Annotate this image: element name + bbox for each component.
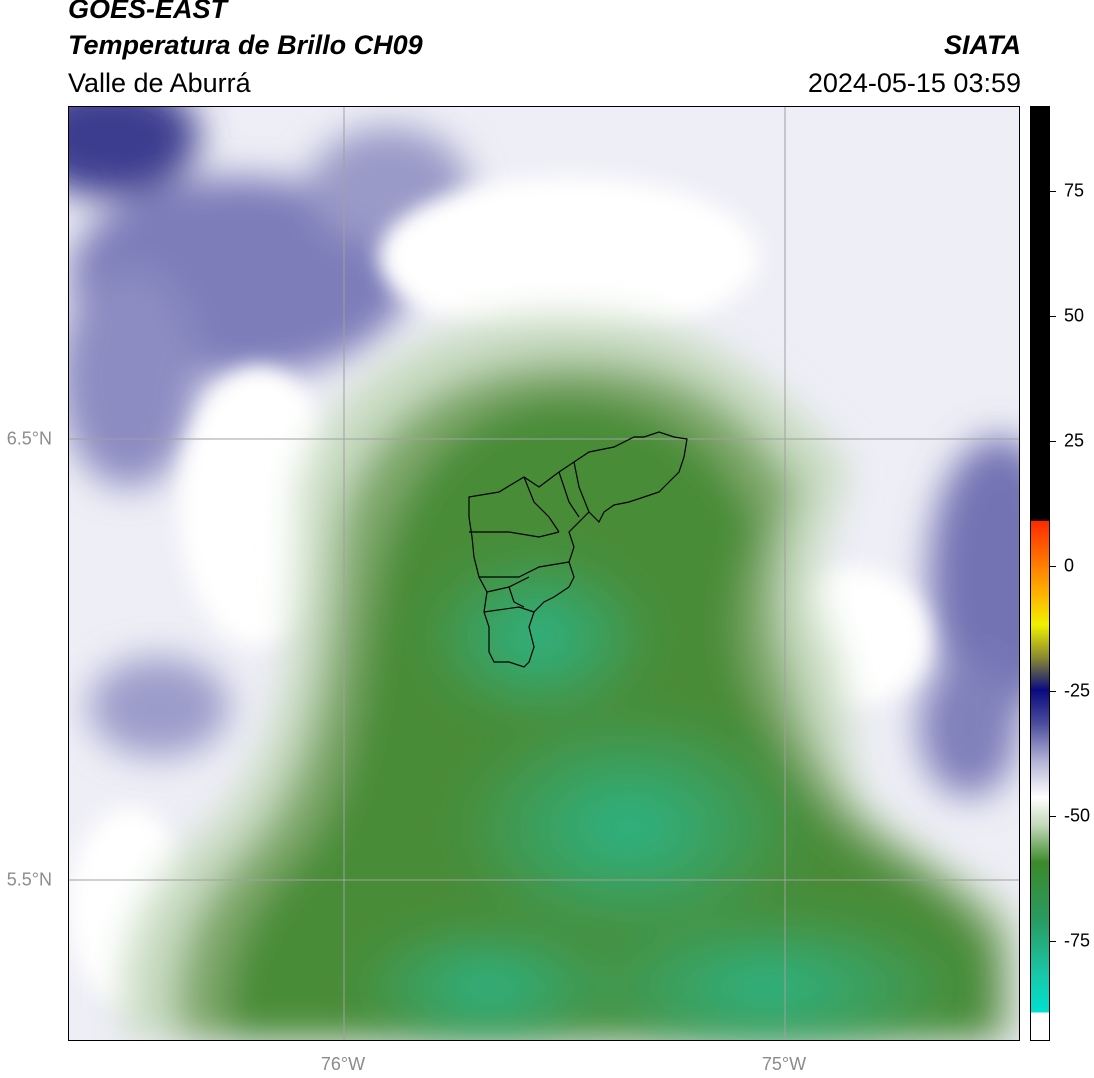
cold-cloud-purple-tops [69, 107, 1019, 797]
colorbar-svg [1031, 107, 1049, 1040]
colorbar-tick-label: -50 [1064, 805, 1091, 826]
colorbar-tick-label: 50 [1064, 305, 1085, 326]
colorbar-tick-label: 25 [1064, 430, 1085, 451]
colorbar-tick-mark [1050, 941, 1056, 942]
title-region: Valle de Aburrá [68, 68, 251, 98]
colorbar-tick-mark [1050, 441, 1056, 442]
map-svg [69, 107, 1019, 1040]
colorbar-tick-mark [1050, 191, 1056, 192]
colorbar-tick-mark [1050, 691, 1056, 692]
lat-tick-6-5n: 6.5°N [6, 428, 52, 449]
colorbar-gradient [1031, 107, 1049, 1040]
colorbar-tick-label: 75 [1064, 180, 1085, 201]
municipal-boundaries [468, 431, 688, 668]
colorbar-tick-mark [1050, 566, 1056, 567]
colorbar-tick-label: -75 [1064, 930, 1091, 951]
colorbar-tick-label: -25 [1064, 680, 1091, 701]
colorbar-tick-label: 0 [1064, 555, 1075, 576]
title-agency: SIATA [944, 30, 1021, 60]
title-product: Temperatura de Brillo CH09 [68, 30, 423, 60]
graticule [69, 107, 1019, 1040]
colorbar-tick-mark [1050, 316, 1056, 317]
colorbar-tick-mark [1050, 816, 1056, 817]
warmest-teal-patches [349, 547, 969, 1040]
title-timestamp: 2024-05-15 03:59 [807, 68, 1021, 98]
brightness-temperature-map [68, 106, 1020, 1041]
colorbar [1030, 106, 1050, 1041]
title-satellite: GOES-EAST [68, 0, 228, 24]
lon-tick-76w: 76°W [320, 1054, 366, 1074]
lon-tick-75w: 75°W [761, 1054, 807, 1074]
lat-tick-5-5n: 5.5°N [6, 869, 52, 890]
